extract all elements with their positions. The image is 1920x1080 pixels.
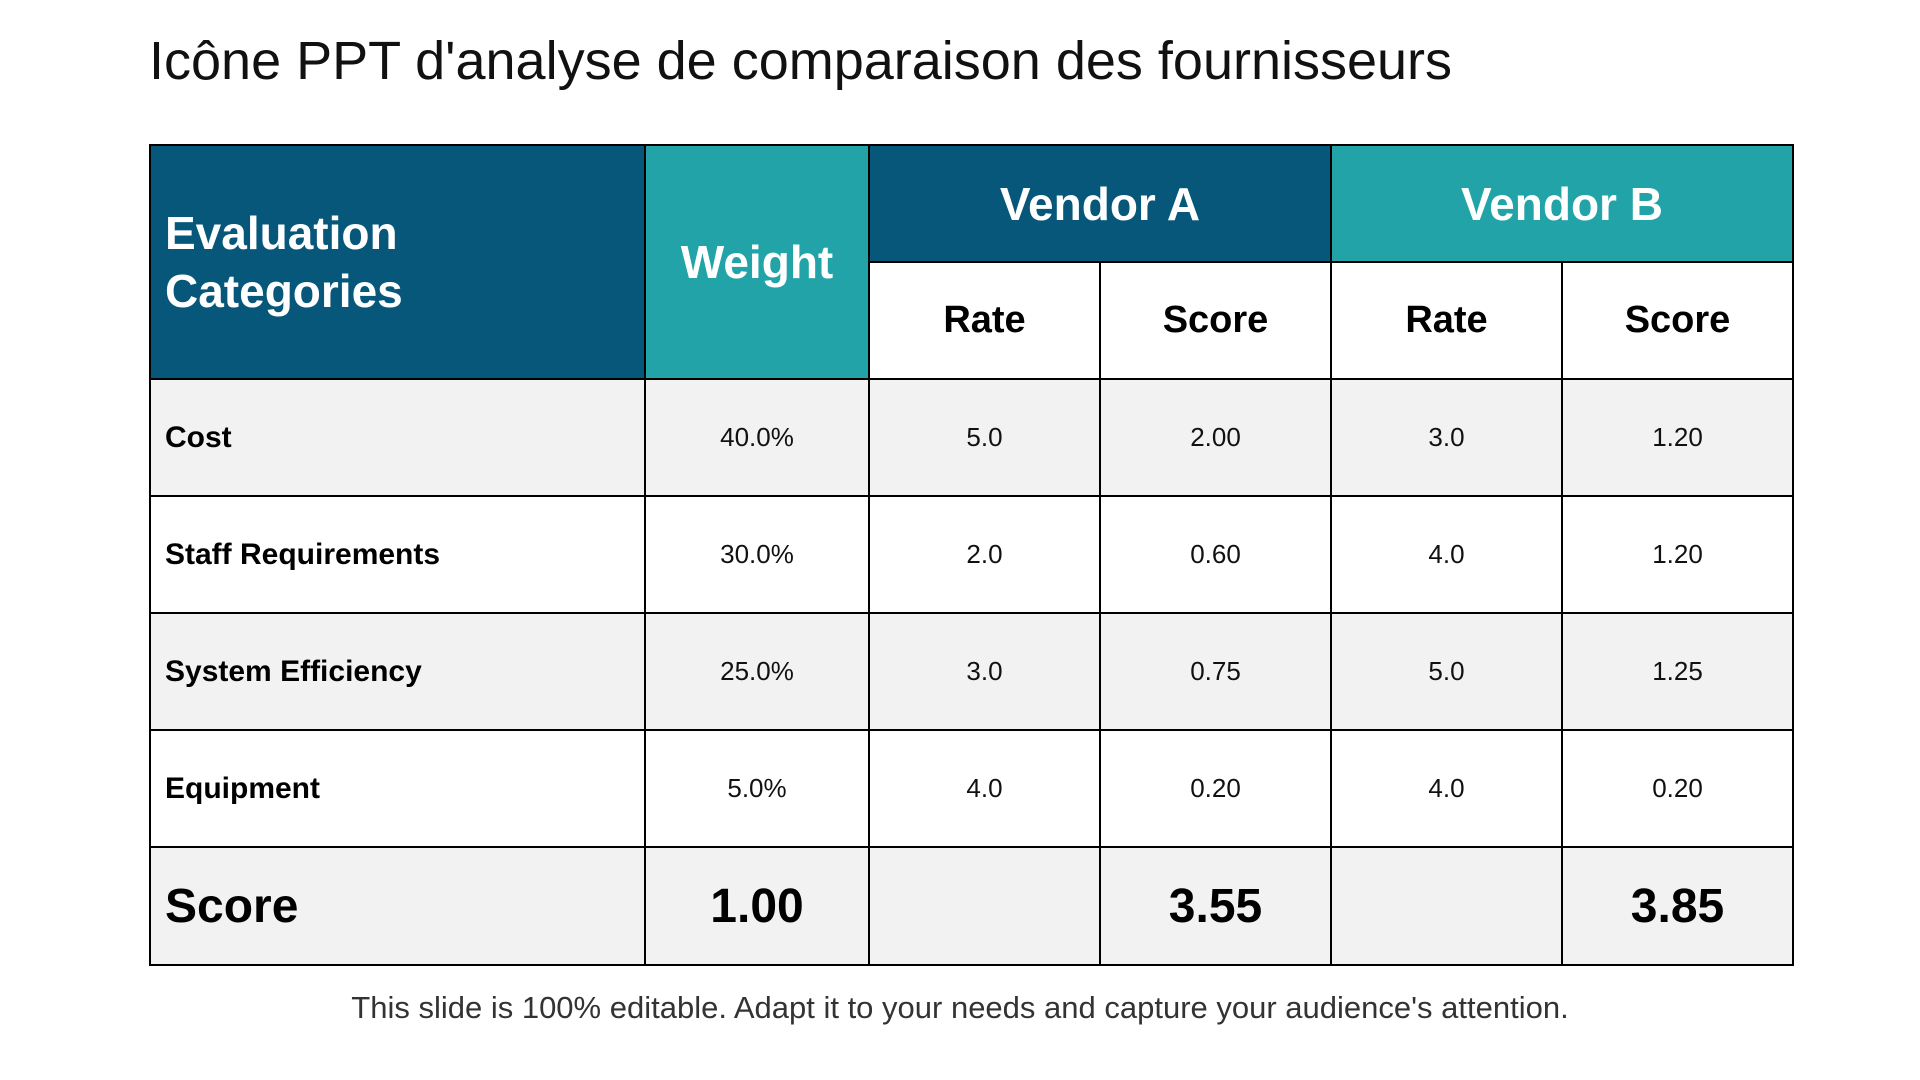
row-vendor-a-rate: 2.0 [868, 495, 1101, 614]
row-vendor-b-score: 1.20 [1561, 378, 1794, 497]
header-category-line1: Evaluation [165, 207, 398, 259]
row-vendor-b-rate: 3.0 [1330, 378, 1563, 497]
row-vendor-b-score: 1.20 [1561, 495, 1794, 614]
header-vendor-b: Vendor B [1330, 144, 1794, 263]
header-vendor-a-score: Score [1099, 261, 1332, 380]
header-weight: Weight [644, 144, 870, 380]
row-vendor-a-score: 0.20 [1099, 729, 1332, 848]
header-vendor-a-rate: Rate [868, 261, 1101, 380]
row-weight: 5.0% [644, 729, 870, 848]
row-vendor-b-rate: 5.0 [1330, 612, 1563, 731]
row-vendor-b-score: 1.25 [1561, 612, 1794, 731]
row-vendor-a-rate: 4.0 [868, 729, 1101, 848]
footer-note: This slide is 100% editable. Adapt it to… [351, 990, 1569, 1025]
row-weight: 30.0% [644, 495, 870, 614]
row-vendor-a-score: 0.60 [1099, 495, 1332, 614]
total-weight: 1.00 [644, 846, 870, 966]
total-vendor-a-rate [868, 846, 1101, 966]
slide-title: Icône PPT d'analyse de comparaison des f… [149, 31, 1453, 91]
header-vendor-a: Vendor A [868, 144, 1332, 263]
row-category: Cost [149, 378, 646, 497]
table-row: Cost 40.0% 5.0 2.00 3.0 1.20 [149, 378, 1794, 497]
row-vendor-a-score: 0.75 [1099, 612, 1332, 731]
row-vendor-b-score: 0.20 [1561, 729, 1794, 848]
row-category: Staff Requirements [149, 495, 646, 614]
header-vendor-b-rate: Rate [1330, 261, 1563, 380]
header-row-secondary: Rate Score Rate Score [150, 261, 1794, 380]
row-vendor-a-score: 2.00 [1099, 378, 1332, 497]
row-category: System Efficiency [149, 612, 646, 731]
total-vendor-a-score: 3.55 [1099, 846, 1332, 966]
header-row-primary: Evaluation Categories Weight Vendor A Ve… [149, 144, 1794, 380]
vendor-comparison-table: Evaluation Categories Weight Vendor A Ve… [149, 144, 1794, 966]
table-row: Staff Requirements 30.0% 2.0 0.60 4.0 1.… [149, 495, 1794, 614]
row-vendor-b-rate: 4.0 [1330, 495, 1563, 614]
total-vendor-b-score: 3.85 [1561, 846, 1794, 966]
header-category-line2: Categories [165, 265, 403, 317]
row-vendor-a-rate: 5.0 [868, 378, 1101, 497]
total-score-label: Score [149, 846, 646, 966]
row-vendor-b-rate: 4.0 [1330, 729, 1563, 848]
table-row: Equipment 5.0% 4.0 0.20 4.0 0.20 [149, 729, 1794, 848]
row-weight: 25.0% [644, 612, 870, 731]
total-score-row: Score 1.00 3.55 3.85 [149, 846, 1794, 966]
header-evaluation-categories: Evaluation Categories [149, 144, 646, 380]
table-row: System Efficiency 25.0% 3.0 0.75 5.0 1.2… [149, 612, 1794, 731]
total-vendor-b-rate [1330, 846, 1563, 966]
header-vendor-b-score: Score [1561, 261, 1794, 380]
row-category: Equipment [149, 729, 646, 848]
row-vendor-a-rate: 3.0 [868, 612, 1101, 731]
row-weight: 40.0% [644, 378, 870, 497]
